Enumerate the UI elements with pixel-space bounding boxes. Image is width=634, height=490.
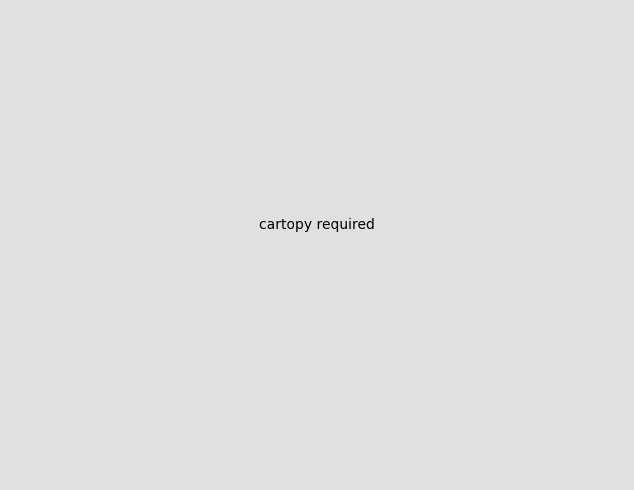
Text: cartopy required: cartopy required bbox=[259, 219, 375, 232]
